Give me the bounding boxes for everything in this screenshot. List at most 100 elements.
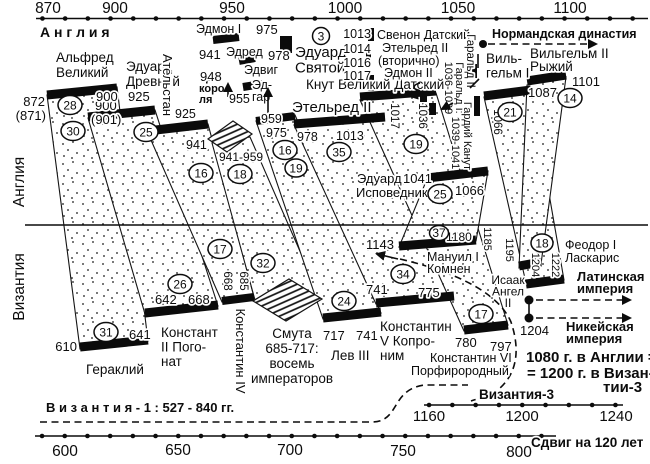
theodore-bar: [525, 274, 565, 289]
edward-martyr-start: 975: [256, 22, 278, 37]
isaac-name: Исаак Ангел II: [491, 273, 525, 310]
harold-pointer-arrow: [440, 100, 454, 110]
svenon-year-1016: 1016: [343, 56, 371, 70]
byz3-tick-1160: 1160: [413, 408, 445, 425]
hardicanute-years: 1039-1041: [449, 117, 461, 170]
year-1204-label: 1204: [520, 323, 549, 338]
top-tick-870: 870: [35, 0, 61, 17]
edward-confessor-name2: Исповедник: [356, 185, 428, 200]
edward-confessor-name1: Эдуард: [357, 171, 402, 186]
manuel-end: 1180: [446, 230, 472, 244]
william1-bar: [483, 85, 532, 101]
top-tick-950: 950: [219, 0, 245, 17]
harold2-name: Гаральд II: [464, 34, 476, 88]
william1-tick-2: [469, 78, 480, 89]
ethelred2-name: Этельред II: [292, 99, 372, 116]
troubles-diamond: [251, 278, 324, 322]
athelstan-end: 941: [186, 138, 207, 152]
constantine6-start: 780: [455, 335, 477, 350]
ethelred-return-name: Этельред II: [382, 41, 448, 55]
duration-value: 18: [535, 237, 549, 251]
manuel-name: Мануил I Комнен: [427, 250, 479, 276]
harold-mark-1: [420, 90, 427, 102]
top-axis: 870 900 950 1000 1050 1100 А н г л и я: [35, 0, 650, 40]
circle-constans2-26: 26: [167, 273, 193, 295]
constantine5-end: 775: [418, 285, 440, 300]
side-label-byzantium: Византия: [11, 253, 28, 320]
theodore-end-rotated: 1222: [549, 253, 561, 277]
alfred-end: 900: [95, 98, 117, 113]
edward-confessor-bar: [426, 166, 489, 183]
svenon-year-1013: 1013: [343, 27, 371, 41]
athelstan-start: 925: [175, 107, 196, 121]
duration-value: 14: [563, 92, 577, 106]
leo3-start: 717: [323, 328, 345, 343]
england-region-label: А н г л и я: [40, 24, 110, 40]
svenon-year-1014: 1014: [343, 42, 371, 56]
circle-constantine4-32: 32: [250, 252, 276, 274]
leo3-name: Лев III: [331, 348, 370, 363]
edred-year: 948: [200, 69, 222, 84]
isaac-year-1204: 1204: [529, 253, 541, 277]
duration-value: 3: [318, 30, 325, 44]
constans2-start: 642: [155, 292, 177, 307]
ethelred2-start: 978: [297, 130, 318, 144]
duration-value: 16: [278, 144, 292, 158]
duration-value: 26: [173, 278, 187, 292]
byzantium-band: 610 641 Гераклий 642 668 Констант II Пого…: [54, 225, 647, 395]
constantine4-name: Константин IV: [233, 309, 248, 394]
edward-martyr-name: Эдуард Святой: [295, 44, 347, 77]
duration-value: 18: [233, 168, 247, 182]
three-kings-range: 941-959: [219, 150, 263, 164]
duration-circles: 28 30 25 16 18 16 19 3 35 19 25 21 14 31…: [57, 26, 583, 343]
constantine6-bar: [463, 320, 509, 335]
constans2-name: Констант II Пого-нат: [161, 325, 218, 369]
duration-value: 32: [256, 257, 270, 271]
bottom-tick-700: 700: [277, 442, 303, 459]
top-tick-1100: 1100: [553, 0, 587, 17]
bottom-tick-750: 750: [390, 443, 416, 460]
harold-mark-3: [472, 64, 477, 78]
duration-value: 17: [213, 243, 227, 257]
bottom-section: 1080 г. в Англии = = 1200 г. в Визан- ти…: [35, 347, 650, 461]
edward-elder-bar: [87, 105, 156, 122]
england-band: Альфред Великий 872 (871) 900 (901) Эдуар…: [14, 20, 638, 202]
alfred-bar: [46, 83, 118, 100]
constantine4-end-rotated: 685: [237, 271, 249, 290]
duration-value: 19: [289, 162, 303, 176]
leo3-end: 741: [356, 328, 378, 343]
heraclius-bar: [79, 335, 149, 352]
constantine4-bar: [221, 293, 255, 305]
edward-elder-end: 925: [128, 89, 150, 104]
isaac-year-1195: 1195: [503, 238, 515, 262]
constantine5-start: 741: [366, 282, 388, 297]
byz3-tick-1240: 1240: [599, 408, 632, 425]
shift-label: Сдвиг на 120 лет: [531, 435, 644, 450]
edgar-start: 959: [261, 112, 282, 126]
edward-elder-start: 900: [96, 89, 118, 104]
circle-leo3-24: 24: [331, 290, 357, 312]
william2-end: 1101: [572, 74, 600, 89]
constantine6-name1: Константин VI: [430, 351, 512, 365]
canute-name: Кнут Великий Датский: [306, 77, 444, 92]
constans2-end: 668: [188, 292, 210, 307]
duration-value: 17: [474, 308, 488, 322]
three-kings-year: 955: [229, 92, 250, 106]
nicaean-empire-label: Никейская империя: [566, 319, 634, 346]
duration-value: 35: [332, 146, 346, 160]
alfred-start-alt: (871): [16, 108, 46, 123]
circle-martyr-3: 3: [311, 26, 331, 46]
circle-manuel-37: 37: [428, 224, 450, 242]
edgar-bar: [255, 112, 296, 125]
bottom-tick-600: 600: [52, 443, 78, 460]
norman-dynasty-dot: [479, 40, 487, 48]
william1-name: Виль-гельм I: [486, 51, 529, 81]
bottom-tick-800: 800: [506, 444, 532, 461]
duration-value: 37: [432, 226, 446, 240]
duration-value: 21: [503, 106, 517, 120]
side-labels: Англия Византия: [11, 157, 28, 321]
alfred-name: Альфред Великий: [56, 50, 114, 80]
manuel-start: 1143: [366, 237, 394, 252]
circle-confessor-25: 25: [427, 183, 453, 205]
